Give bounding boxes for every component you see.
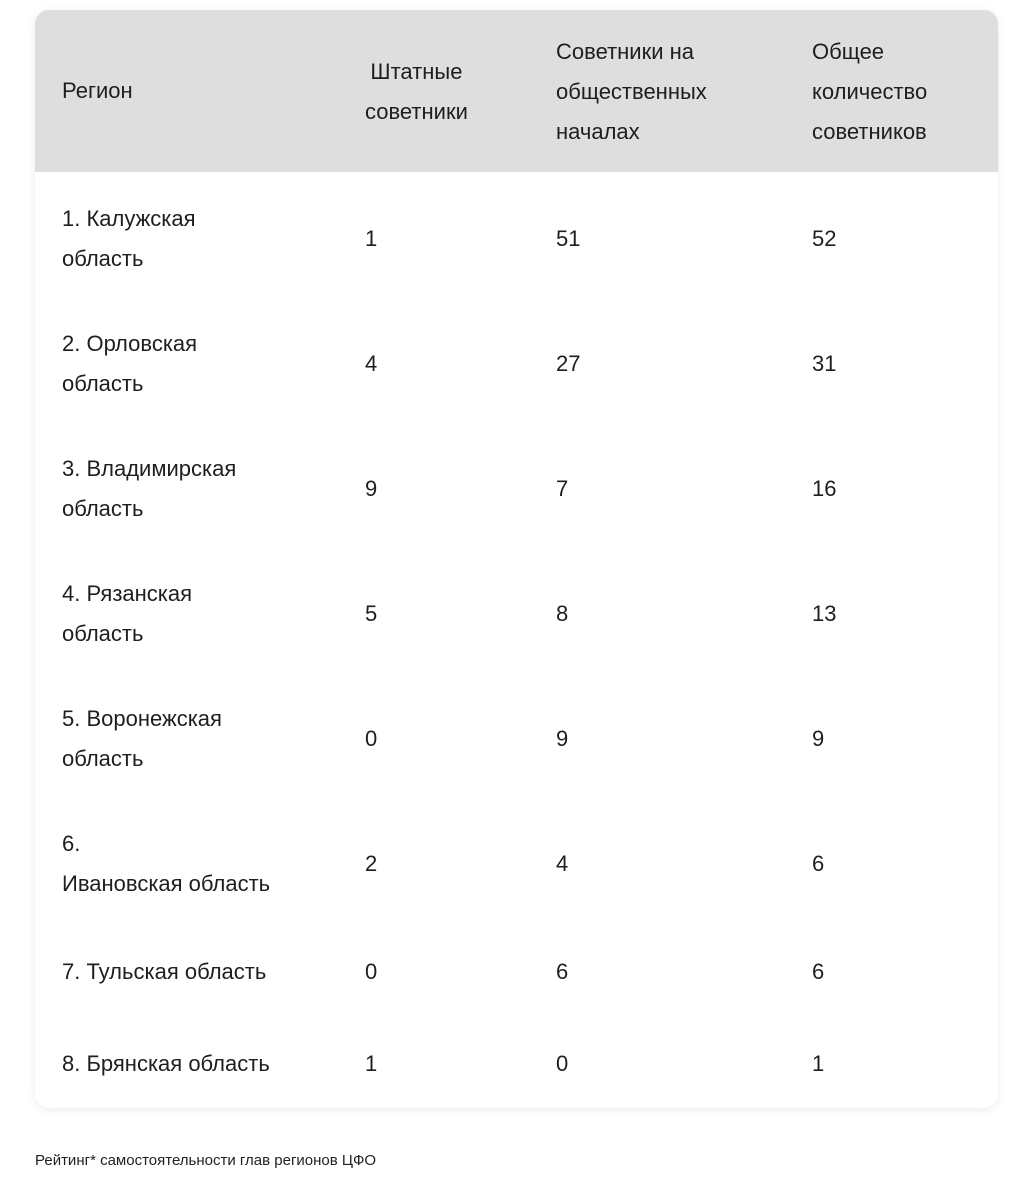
table-row: 2. Орловская область 4 27 31 [35, 301, 998, 426]
volunteer-cell: 4 [556, 850, 569, 876]
total-cell: 1 [812, 1051, 825, 1076]
header-volunteer: Советники на общественных началах [556, 32, 707, 152]
table-row: 4. Рязанская область 5 8 13 [35, 551, 998, 676]
volunteer-cell: 27 [556, 350, 581, 376]
total-cell: 6 [812, 850, 825, 876]
total-cell: 9 [812, 725, 825, 751]
region-line: Ивановская область [62, 870, 271, 896]
region-line: 1. Калужская [62, 205, 196, 231]
region-cell: 4. Рязанская область [62, 551, 352, 676]
region-cell: 1. Калужская область [62, 176, 352, 301]
header-line: Советники на [556, 39, 694, 64]
volunteer-cell: 8 [556, 600, 569, 626]
staff-cell: 0 [365, 959, 378, 984]
region-line: область [62, 370, 144, 396]
region-cell: 2. Орловская область [62, 301, 352, 426]
table-row: 6. Ивановская область 2 4 6 [35, 801, 998, 926]
table-row: 7. Тульская область 0 6 6 [35, 926, 998, 1018]
staff-cell: 1 [365, 225, 378, 251]
header-line: Общее [812, 39, 885, 64]
region-line: 6. [62, 830, 81, 856]
total-cell: 31 [812, 350, 837, 376]
header-staff: Штатные советники [365, 52, 468, 132]
region-line: 3. Владимирская [62, 455, 237, 481]
header-line: началах [556, 119, 640, 144]
region-line: 2. Орловская [62, 330, 198, 356]
header-line: общественных [556, 79, 707, 104]
total-cell: 16 [812, 475, 837, 501]
region-cell: 5. Воронежская область [62, 676, 352, 801]
staff-cell: 4 [365, 350, 378, 376]
total-cell: 13 [812, 600, 837, 626]
region-cell: 7. Тульская область [62, 926, 352, 1018]
total-cell: 52 [812, 225, 837, 251]
region-line: 5. Воронежская [62, 705, 222, 731]
footer-caption: Рейтинг* самостоятельности глав регионов… [35, 1152, 377, 1169]
staff-cell: 1 [365, 1051, 378, 1076]
region-cell: 3. Владимирская область [62, 426, 352, 551]
region-cell: 8. Брянская область [62, 1018, 352, 1108]
region-line: область [62, 245, 144, 271]
staff-cell: 2 [365, 850, 378, 876]
header-region: Регион [62, 71, 133, 111]
region-cell: 6. Ивановская область [62, 801, 352, 926]
table-row: 5. Воронежская область 0 9 9 [35, 676, 998, 801]
header-line: Штатные [370, 59, 463, 84]
staff-cell: 9 [365, 475, 378, 501]
volunteer-cell: 6 [556, 959, 569, 984]
table-row: 3. Владимирская область 9 7 16 [35, 426, 998, 551]
volunteer-cell: 0 [556, 1051, 569, 1076]
table-header: Регион Штатные советники Советники на об… [35, 10, 998, 172]
advisors-table: Регион Штатные советники Советники на об… [35, 10, 998, 1108]
header-line: количество [812, 79, 928, 104]
staff-cell: 0 [365, 725, 378, 751]
region-line: 8. Брянская область [62, 1051, 270, 1076]
region-line: область [62, 495, 144, 521]
volunteer-cell: 51 [556, 225, 581, 251]
header-line: советников [812, 119, 927, 144]
total-cell: 6 [812, 959, 825, 984]
header-total: Общее количество советников [812, 32, 927, 152]
region-line: 7. Тульская область [62, 959, 267, 984]
table-row: 8. Брянская область 1 0 1 [35, 1018, 998, 1108]
header-line: советники [365, 99, 468, 124]
volunteer-cell: 7 [556, 475, 569, 501]
region-line: 4. Рязанская [62, 580, 193, 606]
table-row: 1. Калужская область 1 51 52 [35, 176, 998, 301]
staff-cell: 5 [365, 600, 378, 626]
region-line: область [62, 620, 144, 646]
volunteer-cell: 9 [556, 725, 569, 751]
region-line: область [62, 745, 144, 771]
header-line: Регион [62, 78, 133, 103]
